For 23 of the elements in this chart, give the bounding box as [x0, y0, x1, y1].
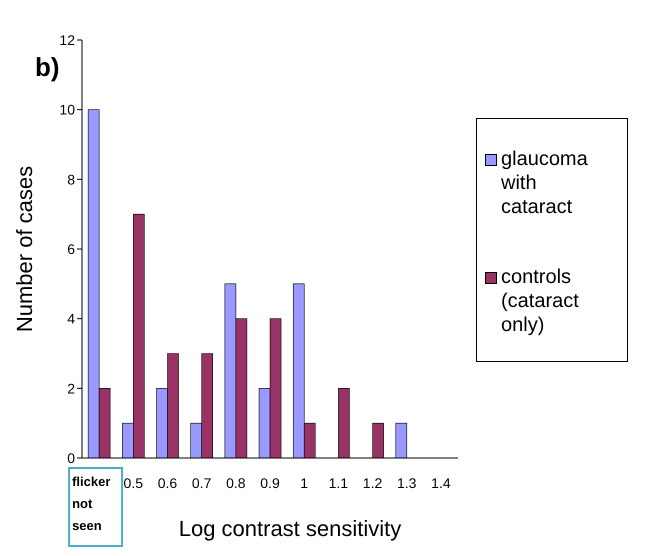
x-tick-label: 0.9: [260, 475, 280, 491]
x-tick-label: 0.7: [192, 475, 212, 491]
x-tick-label: flicker not seen: [72, 474, 110, 533]
y-tick-label: 2: [67, 380, 76, 396]
y-tick-label: 8: [67, 171, 76, 188]
text: b): [35, 52, 60, 83]
y-tick-label: 4: [67, 310, 76, 327]
x-tick-label: 0.8: [226, 475, 246, 491]
x-tick-label: 1.1: [328, 475, 348, 491]
x-tick-label: 0.5: [124, 475, 144, 491]
y-tick-label: 10: [59, 102, 76, 118]
y-tick-label: 12: [59, 32, 76, 48]
y-axis-title: Number of cases: [12, 166, 37, 332]
x-tick-label: 1: [300, 475, 308, 491]
y-tick-label: 0: [67, 450, 76, 466]
x-tick-label: 1.3: [396, 475, 417, 491]
legend-label: glaucoma with cataract: [501, 147, 589, 219]
y-tick-label: 6: [67, 240, 76, 257]
legend-label: controls (cataract only): [501, 265, 580, 337]
x-tick-label: 0.6: [158, 475, 178, 491]
x-axis-title: Log contrast sensitivity: [178, 516, 402, 541]
x-tick-label: 1.4: [431, 475, 451, 491]
x-tick-label: 1.2: [362, 475, 382, 491]
